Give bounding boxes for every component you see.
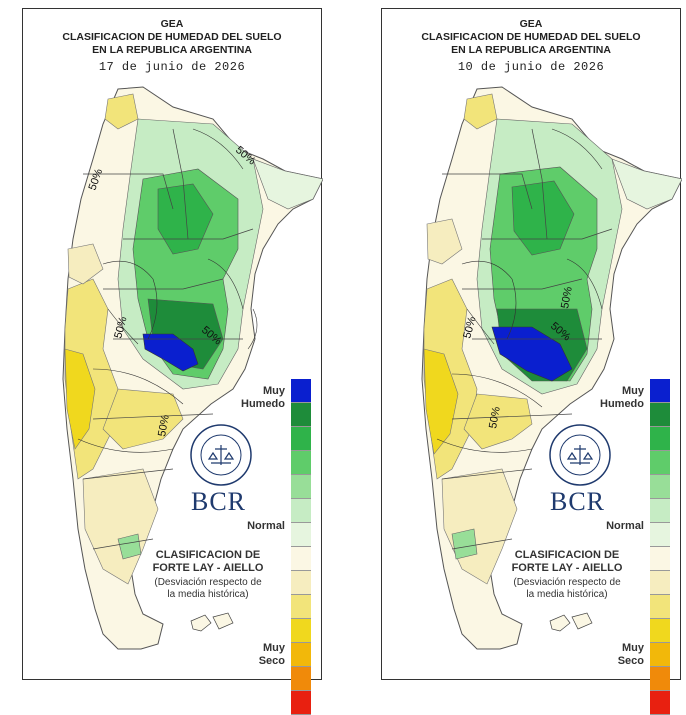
- legend-swatch: [650, 547, 670, 571]
- legend-swatch: [291, 475, 311, 499]
- legend-swatch: [650, 451, 670, 475]
- contour-lines: [436, 128, 603, 453]
- dry-north-west: [104, 93, 139, 130]
- legend-swatch: [650, 427, 670, 451]
- legend-label-very-dry: Muy Seco: [258, 642, 285, 667]
- patagonia-wet-spot: [451, 528, 478, 560]
- legend-swatch: [291, 643, 311, 667]
- wet-dark-zone: [511, 180, 575, 256]
- ne-normal-zone: [611, 158, 682, 210]
- dry-band-center: [463, 393, 533, 450]
- legend-swatch: [291, 451, 311, 475]
- legend-swatch: [291, 427, 311, 451]
- legend-swatch: [650, 571, 670, 595]
- legend-swatch: [291, 523, 311, 547]
- header-date: 17 de junio de 2026: [98, 60, 246, 74]
- legend-swatch: [650, 523, 670, 547]
- classification-desc-2: la media histórica): [167, 589, 249, 600]
- legend-color-scale: [291, 379, 311, 715]
- province-lines: [441, 128, 613, 550]
- header-title: CLASIFICACION DE HUMEDAD DEL SUELO: [62, 31, 282, 43]
- classification-title-2: FORTE LAY - AIELLO: [511, 562, 623, 574]
- legend-swatch: [291, 403, 311, 427]
- contour-label: 50%: [156, 414, 172, 438]
- legend-label-normal: Normal: [606, 520, 644, 532]
- legend-swatch: [291, 595, 311, 619]
- contour-label: 50%: [487, 406, 503, 430]
- legend-swatch: [291, 547, 311, 571]
- legend-label-very-dry: Muy Seco: [617, 642, 644, 667]
- classification-desc-1: (Desviación respecto de: [154, 577, 262, 588]
- bcr-logo-text: BCR: [550, 487, 606, 516]
- legend-swatch: [291, 571, 311, 595]
- classification-title-2: FORTE LAY - AIELLO: [152, 562, 264, 574]
- malvinas-islands: [190, 612, 234, 632]
- wet-dark-zone: [157, 183, 214, 255]
- malvinas-islands: [549, 612, 593, 632]
- header-gea: GEA: [519, 18, 543, 30]
- legend-label-very-wet: Muy Humedo: [241, 385, 285, 410]
- legend-swatch: [650, 595, 670, 619]
- classification-title-1: CLASIFICACION DE: [155, 549, 261, 561]
- legend-swatch: [650, 691, 670, 715]
- legend-swatch: [291, 499, 311, 523]
- contour-label: 50%: [112, 315, 129, 340]
- header-date: 10 de junio de 2026: [457, 60, 605, 74]
- legend-swatch: [650, 619, 670, 643]
- very-wet-zone: [142, 333, 199, 372]
- dry-band-strong: [423, 348, 459, 455]
- legend-swatch: [650, 667, 670, 691]
- header-title: CLASIFICACION DE HUMEDAD DEL SUELO: [421, 31, 641, 43]
- legend-swatch: [291, 379, 311, 403]
- bcr-seal-logo: [190, 424, 252, 486]
- header-gea: GEA: [160, 18, 184, 30]
- province-lines: [82, 128, 254, 550]
- header-subtitle: EN LA REPUBLICA ARGENTINA: [92, 44, 252, 56]
- dry-west-mid: [67, 243, 104, 285]
- dry-north-west: [463, 93, 498, 130]
- soil-moisture-map-panel-2: 50% 50% 50% 50% GEA CLASIFICACION DE HUM…: [381, 8, 682, 715]
- legend-swatch: [650, 499, 670, 523]
- legend-color-scale: [650, 379, 670, 715]
- bcr-logo-text: BCR: [191, 487, 247, 516]
- dry-band-center: [102, 388, 184, 450]
- argentina-map-2: 50% 50% 50% 50%: [421, 86, 682, 650]
- legend-swatch: [650, 379, 670, 403]
- legend-swatch: [291, 619, 311, 643]
- patagonia-wet-spot: [117, 533, 142, 560]
- contour-label: 50%: [461, 315, 478, 340]
- legend-swatch: [650, 475, 670, 499]
- classification-title-1: CLASIFICACION DE: [514, 549, 620, 561]
- patagonia-normal: [82, 468, 159, 585]
- header-subtitle: EN LA REPUBLICA ARGENTINA: [451, 44, 611, 56]
- legend-swatch: [291, 691, 311, 715]
- very-wet-zone: [491, 326, 573, 382]
- legend-swatch: [650, 403, 670, 427]
- classification-desc-2: la media histórica): [526, 589, 608, 600]
- dry-west-mid: [426, 218, 463, 265]
- classification-desc-1: (Desviación respecto de: [513, 577, 621, 588]
- soil-moisture-map-panel-1: 50% 50% 50% 50% 50% GEA CLASIFICACION DE…: [22, 8, 323, 715]
- contour-lines: [77, 128, 258, 453]
- legend-swatch: [650, 643, 670, 667]
- ne-normal-zone: [252, 158, 323, 210]
- legend-swatch: [291, 667, 311, 691]
- argentina-map-1: 50% 50% 50% 50% 50%: [62, 86, 323, 650]
- legend-label-normal: Normal: [247, 520, 285, 532]
- contour-label: 50%: [559, 286, 575, 310]
- bcr-seal-logo: [549, 424, 611, 486]
- legend-label-very-wet: Muy Humedo: [600, 385, 644, 410]
- dry-band-strong: [64, 348, 96, 450]
